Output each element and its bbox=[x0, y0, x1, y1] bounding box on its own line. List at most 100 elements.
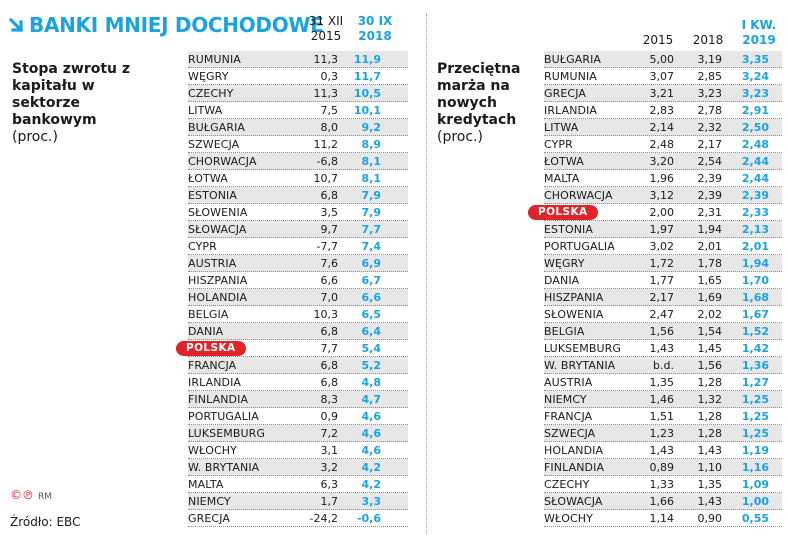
row-divider bbox=[188, 458, 408, 459]
cell-value: 2,48 bbox=[649, 138, 675, 151]
cell-value: 7,7 bbox=[320, 342, 339, 355]
country-name: ŁOTWA bbox=[188, 172, 228, 185]
table-row: AUSTRIA 7,6 6,9 bbox=[188, 255, 408, 272]
cell-value: 7,4 bbox=[361, 240, 382, 253]
cell-value: b.d. bbox=[653, 359, 674, 372]
country-name: NIEMCY bbox=[188, 495, 231, 508]
country-name: GRECJA bbox=[188, 512, 230, 525]
country-name: RUMUNIA bbox=[188, 53, 241, 66]
cell-value: 3,19 bbox=[697, 53, 723, 66]
cell-value: 4,6 bbox=[361, 444, 382, 457]
row-divider bbox=[188, 475, 408, 476]
cell-value: 2,17 bbox=[649, 291, 675, 304]
cell-value: 1,69 bbox=[697, 291, 723, 304]
cell-value: 2,39 bbox=[741, 189, 769, 202]
country-name: DANIA bbox=[188, 325, 224, 338]
cell-value: 1,96 bbox=[649, 172, 675, 185]
cell-value: 10,3 bbox=[313, 308, 339, 321]
right-header-2019: I KW. 2019 bbox=[736, 18, 782, 48]
cell-value: -24,2 bbox=[309, 512, 338, 525]
cell-value: 1,19 bbox=[741, 444, 769, 457]
country-name: ESTONIA bbox=[544, 223, 594, 236]
table-row: HISZPANIA 6,6 6,7 bbox=[188, 272, 408, 289]
country-name: MALTA bbox=[188, 478, 224, 491]
cell-value: 4,6 bbox=[361, 427, 382, 440]
table-row: BUŁGARIA 8,0 9,2 bbox=[188, 119, 408, 136]
cell-value: 3,35 bbox=[741, 53, 769, 66]
arrow-down-right-icon bbox=[9, 18, 24, 33]
right-table-label-unit: (proc.) bbox=[437, 129, 483, 145]
table-row: AUSTRIA 1,35 1,28 1,27 bbox=[544, 374, 782, 391]
cell-value: 6,5 bbox=[361, 308, 382, 321]
cell-value: 11,9 bbox=[353, 53, 381, 66]
table-row: WŁOCHY 1,14 0,90 0,55 bbox=[544, 510, 782, 527]
cell-value: 3,02 bbox=[649, 240, 675, 253]
row-divider bbox=[544, 237, 782, 238]
cell-value: 1,25 bbox=[741, 410, 769, 423]
cell-value: 1,25 bbox=[741, 427, 769, 440]
country-name: BUŁGARIA bbox=[188, 121, 246, 134]
cell-value: 1,16 bbox=[741, 461, 769, 474]
cell-value: 3,5 bbox=[320, 206, 339, 219]
table-row: MALTA 1,96 2,39 2,44 bbox=[544, 170, 782, 187]
cell-value: 4,8 bbox=[361, 376, 382, 389]
cell-value: 2,39 bbox=[697, 172, 723, 185]
country-name: PORTUGALIA bbox=[188, 410, 259, 423]
cell-value: 2,44 bbox=[741, 172, 769, 185]
right-table-label-text: Przeciętna marża na nowych kredytach bbox=[437, 61, 521, 128]
cell-value: 2,01 bbox=[697, 240, 723, 253]
row-divider bbox=[544, 271, 782, 272]
country-name: W. BRYTANIA bbox=[188, 461, 260, 474]
row-divider bbox=[188, 237, 408, 238]
cell-value: 1,97 bbox=[649, 223, 675, 236]
row-divider bbox=[544, 424, 782, 425]
country-name: AUSTRIA bbox=[188, 257, 237, 270]
table-row: FRANCJA 6,8 5,2 bbox=[188, 357, 408, 374]
country-name: IRLANDIA bbox=[544, 104, 598, 117]
cell-value: 2,50 bbox=[741, 121, 769, 134]
table-row: HISZPANIA 2,17 1,69 1,68 bbox=[544, 289, 782, 306]
cell-value: 6,4 bbox=[361, 325, 382, 338]
country-name: CHORWACJA bbox=[544, 189, 613, 202]
table-row: HOLANDIA 1,43 1,43 1,19 bbox=[544, 442, 782, 459]
row-divider bbox=[188, 509, 408, 510]
row-divider bbox=[188, 271, 408, 272]
cell-value: 1,35 bbox=[697, 478, 723, 491]
table-row: ŁOTWA 10,7 8,1 bbox=[188, 170, 408, 187]
row-divider bbox=[188, 441, 408, 442]
cell-value: 7,9 bbox=[361, 206, 382, 219]
cell-value: 1,94 bbox=[697, 223, 723, 236]
table-row: RUMUNIA 3,07 2,85 3,24 bbox=[544, 68, 782, 85]
row-divider bbox=[544, 118, 782, 119]
cell-value: 11,3 bbox=[313, 53, 339, 66]
table-row: SZWECJA 11,2 8,9 bbox=[188, 136, 408, 153]
country-name: HISZPANIA bbox=[188, 274, 248, 287]
cell-value: 1,23 bbox=[649, 427, 675, 440]
country-name: LITWA bbox=[188, 104, 223, 117]
cell-value: 5,2 bbox=[361, 359, 382, 372]
country-name: BELGIA bbox=[188, 308, 229, 321]
table-row: W. BRYTANIA b.d. 1,56 1,36 bbox=[544, 357, 782, 374]
cell-value: 0,3 bbox=[320, 70, 339, 83]
cell-value: 3,23 bbox=[697, 87, 723, 100]
left-header-2018-line2: 2018 bbox=[358, 29, 392, 43]
row-divider bbox=[188, 288, 408, 289]
table-row: BELGIA 1,56 1,54 1,52 bbox=[544, 323, 782, 340]
row-divider bbox=[544, 356, 782, 357]
cell-value: 11,3 bbox=[313, 87, 339, 100]
table-row: WĘGRY 1,72 1,78 1,94 bbox=[544, 255, 782, 272]
country-name: SZWECJA bbox=[188, 138, 240, 151]
row-divider bbox=[188, 424, 408, 425]
row-divider bbox=[544, 169, 782, 170]
cell-value: 3,12 bbox=[649, 189, 675, 202]
cell-value: 9,7 bbox=[320, 223, 339, 236]
cell-value: 1,35 bbox=[649, 376, 675, 389]
country-name: SŁOWACJA bbox=[188, 223, 247, 236]
left-header-2018-line1: 30 IX bbox=[357, 14, 393, 28]
table-row: IRLANDIA 2,83 2,78 2,91 bbox=[544, 102, 782, 119]
cell-value: 1,28 bbox=[697, 410, 723, 423]
country-name: SŁOWACJA bbox=[544, 495, 603, 508]
left-header-2015-line2: 2015 bbox=[310, 29, 342, 43]
table-row: CYPR -7,7 7,4 bbox=[188, 238, 408, 255]
cell-value: 0,90 bbox=[697, 512, 723, 525]
